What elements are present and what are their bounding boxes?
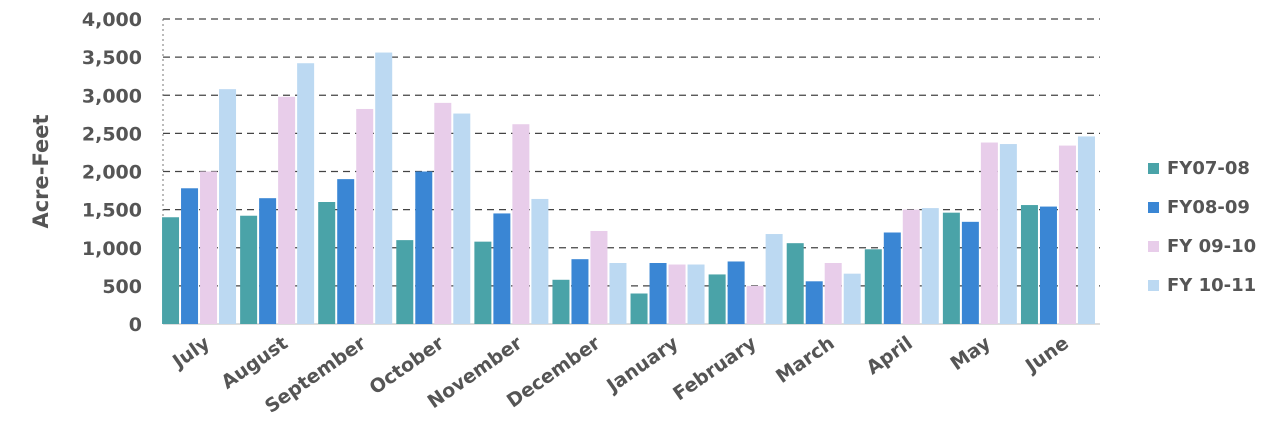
legend-label: FY07-08 (1167, 158, 1250, 179)
bar-fy10-11-january (688, 265, 705, 324)
bar-fy10-11-march (844, 274, 861, 324)
bar-fy10-11-november (531, 199, 548, 324)
legend-label: FY 10-11 (1167, 275, 1256, 296)
bar-fy07-08-september (318, 202, 335, 324)
bar-fy07-08-may (943, 213, 960, 324)
x-category-label: July (167, 332, 214, 374)
y-tick-label: 0 (129, 314, 142, 336)
bar-fy09-10-august (278, 97, 295, 324)
y-tick-label: 2,000 (82, 162, 142, 184)
bar-fy08-09-september (337, 179, 354, 324)
bar-fy09-10-april (903, 210, 920, 324)
x-category-label: August (217, 332, 292, 393)
bar-fy07-08-february (709, 274, 726, 324)
bar-fy09-10-may (981, 143, 998, 324)
legend-swatch (1148, 280, 1159, 291)
bar-fy10-11-june (1078, 136, 1095, 324)
bar-fy08-09-march (806, 281, 823, 324)
legend-swatch (1148, 202, 1159, 213)
bar-fy07-08-november (474, 242, 491, 324)
bar-fy09-10-july (200, 172, 217, 325)
bar-fy10-11-april (922, 208, 939, 324)
y-tick-label: 3,500 (82, 47, 142, 69)
bar-fy08-09-april (884, 233, 901, 325)
bar-fy09-10-march (825, 263, 842, 324)
bar-fy08-09-may (962, 222, 979, 324)
bar-fy10-11-december (609, 263, 626, 324)
bar-fy09-10-october (434, 103, 451, 324)
bar-fy09-10-september (356, 109, 373, 324)
bar-fy07-08-march (787, 243, 804, 324)
bar-fy10-11-september (375, 53, 392, 324)
bar-fy08-09-june (1040, 207, 1057, 324)
bar-fy09-10-january (669, 265, 686, 324)
legend: FY07-08 FY08-09 FY 09-10 FY 10-11 (1148, 158, 1256, 296)
bar-fy07-08-june (1021, 205, 1038, 324)
bar-fy09-10-december (590, 231, 607, 324)
y-tick-label: 2,500 (82, 123, 142, 145)
bar-fy07-08-august (240, 216, 257, 324)
legend-label: FY 09-10 (1167, 236, 1256, 257)
bar-fy09-10-june (1059, 146, 1076, 324)
legend-swatch (1148, 241, 1159, 252)
x-category-label: February (669, 332, 761, 406)
y-tick-label: 4,000 (82, 9, 142, 31)
bars (162, 53, 1095, 324)
legend-swatch (1148, 163, 1159, 174)
x-axis-category-labels: July AugustSeptemberOctoberNovemberDecemb… (167, 332, 1073, 418)
bar-fy07-08-january (631, 294, 648, 325)
bar-fy10-11-august (297, 63, 314, 324)
bar-fy07-08-july (162, 217, 179, 324)
x-category-label: June (1020, 332, 1073, 378)
bar-fy10-11-may (1000, 144, 1017, 324)
bar-fy09-10-november (512, 124, 529, 324)
bar-fy08-09-august (259, 198, 276, 324)
bar-fy08-09-february (728, 261, 745, 324)
bar-fy07-08-october (396, 240, 413, 324)
bar-fy08-09-december (571, 259, 588, 324)
bar-fy10-11-february (766, 234, 783, 324)
y-tick-label: 1,500 (82, 200, 142, 222)
bar-fy10-11-july (219, 89, 236, 324)
y-tick-label: 3,000 (82, 85, 142, 107)
y-tick-label: 1,000 (82, 238, 142, 260)
bar-fy08-09-july (181, 188, 198, 324)
bar-fy07-08-april (865, 249, 882, 324)
bar-fy08-09-january (650, 263, 667, 324)
bar-fy08-09-october (415, 172, 432, 325)
y-axis-title: Acre-Feet (29, 114, 53, 228)
y-tick-label: 500 (102, 276, 142, 298)
bar-fy09-10-february (747, 286, 764, 324)
x-category-label: April (863, 332, 917, 379)
y-axis-tick-labels: 0 500 1,000 1,500 2,000 2,500 3,000 3,500 4,000 (82, 9, 142, 336)
x-category-label: March (772, 332, 839, 388)
x-category-label: May (946, 332, 995, 375)
bar-fy10-11-october (453, 114, 470, 324)
bar-fy07-08-december (552, 280, 569, 324)
bar-fy08-09-november (493, 213, 510, 324)
legend-label: FY08-09 (1167, 197, 1250, 218)
